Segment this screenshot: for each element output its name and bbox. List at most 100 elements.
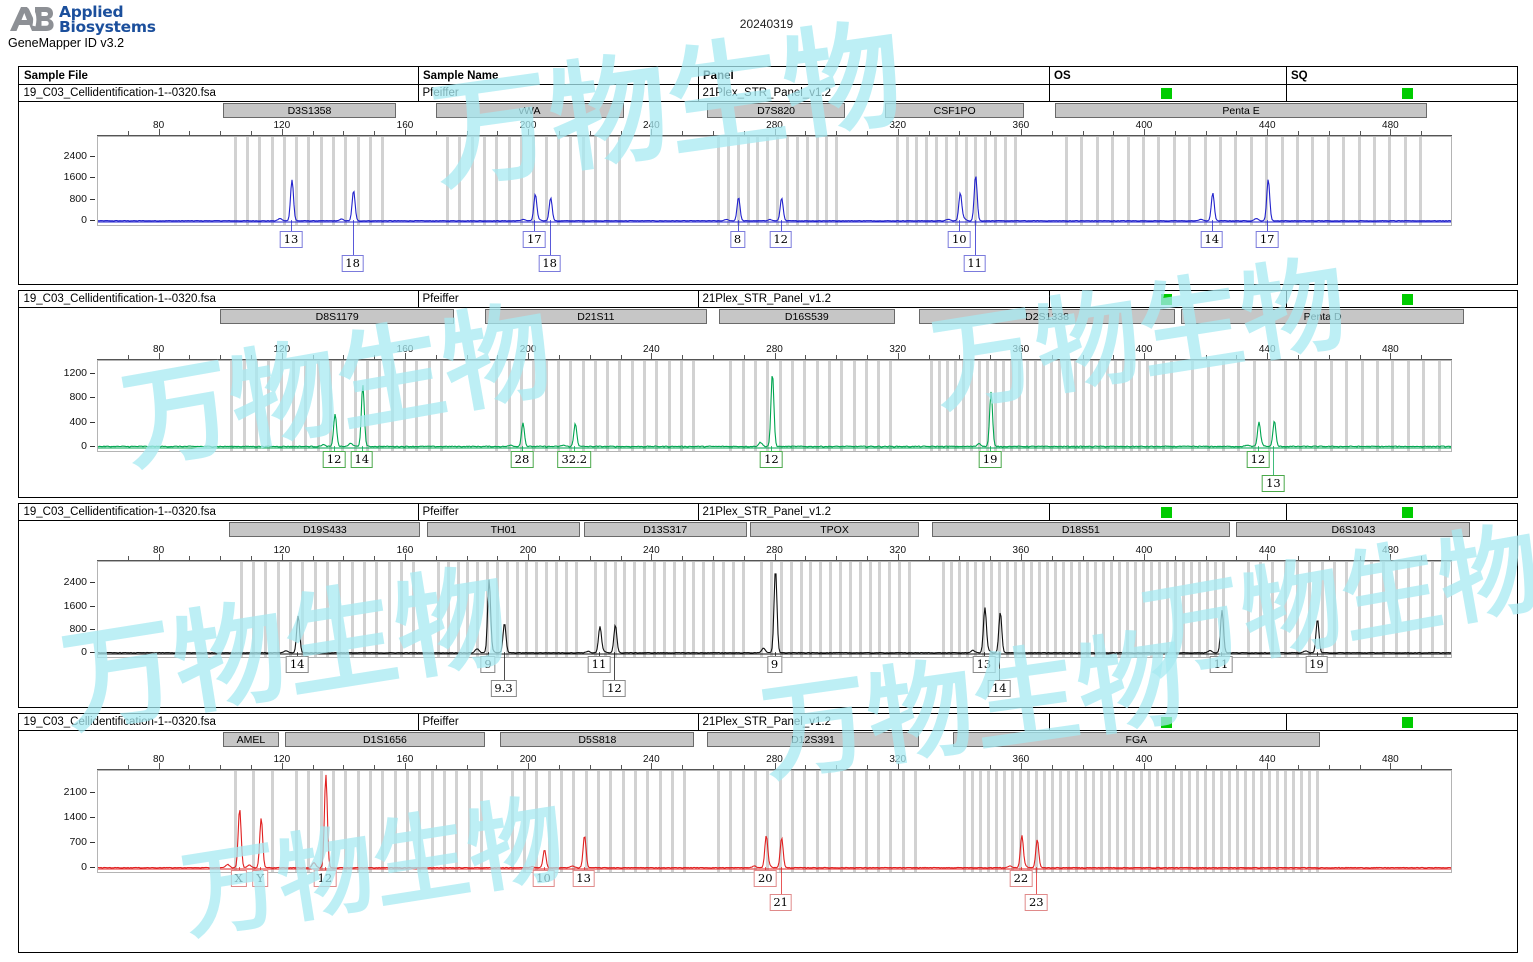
allele-call-label[interactable]: 13 — [972, 656, 996, 673]
allele-call-label[interactable]: 22 — [1009, 870, 1033, 887]
marker-label-fga[interactable]: FGA — [953, 732, 1320, 747]
allele-call-label[interactable]: 14 — [1200, 231, 1224, 248]
allele-call-label[interactable]: 12 — [769, 231, 793, 248]
marker-label-d8s1179[interactable]: D8S1179 — [220, 309, 455, 324]
allele-bin-marker — [819, 562, 823, 657]
marker-label-d1s1656[interactable]: D1S1656 — [284, 732, 485, 747]
allele-call-label[interactable]: 19 — [978, 451, 1002, 468]
marker-label-d2s1338[interactable]: D2S1338 — [919, 309, 1175, 324]
call-leader-line — [990, 446, 992, 451]
allele-call-label[interactable]: 13 — [1262, 475, 1285, 492]
allele-call-label[interactable]: 12 — [313, 870, 337, 887]
allele-call-label[interactable]: 12 — [322, 451, 346, 468]
allele-bin-marker — [1291, 771, 1295, 872]
applied-biosystems-logo: Applied Biosystems — [8, 4, 156, 35]
marker-label-d13s317[interactable]: D13S317 — [583, 522, 747, 537]
marker-label-d19s433[interactable]: D19S433 — [229, 522, 421, 537]
marker-label-csf1po[interactable]: CSF1PO — [885, 103, 1024, 118]
call-leader-line — [1221, 652, 1222, 656]
electropherogram-panel-2[interactable]: 19_C03_Cellidentification-1--0320.fsa Pfe… — [17, 289, 1518, 498]
header-panel[interactable]: Panel — [703, 69, 734, 82]
allele-bin-marker — [1166, 562, 1169, 657]
allele-call-label[interactable]: 23 — [1024, 894, 1048, 911]
y-tick-label: 2100 — [63, 785, 87, 798]
allele-call-label[interactable]: 21 — [769, 894, 793, 911]
electropherogram-panel-3[interactable]: 19_C03_Cellidentification-1--0320.fsa Pfe… — [17, 502, 1518, 708]
marker-label-d21s11[interactable]: D21S11 — [485, 309, 707, 324]
header-sq[interactable]: SQ — [1291, 69, 1308, 82]
allele-call-label[interactable]: 18 — [341, 255, 364, 272]
marker-label-th01[interactable]: TH01 — [426, 522, 581, 537]
x-tick-label: 480 — [1382, 120, 1399, 131]
sample-info-row[interactable]: 19_C03_Cellidentification-1--0320.fsa Pfe… — [17, 712, 1518, 731]
allele-call-label[interactable]: 13 — [572, 870, 595, 887]
allele-bin-marker — [495, 137, 499, 225]
allele-call-label[interactable]: 11 — [1209, 656, 1233, 673]
marker-label-amel[interactable]: AMEL — [223, 732, 279, 747]
x-tick-label: 80 — [153, 754, 165, 765]
allele-bin-marker — [1243, 771, 1247, 872]
allele-bin-marker — [356, 137, 360, 225]
allele-bin-marker — [1033, 361, 1037, 451]
marker-label-tpox[interactable]: TPOX — [749, 522, 920, 537]
cell-panel: 21Plex_STR_Panel_v1.2 — [702, 86, 832, 99]
allele-call-label[interactable]: 10 — [947, 231, 971, 248]
allele-call-label[interactable]: 10 — [532, 870, 555, 887]
allele-call-label[interactable]: 12 — [760, 451, 783, 468]
allele-call-label[interactable]: 8 — [729, 231, 746, 248]
marker-label-vwa[interactable]: vWA — [435, 103, 624, 118]
marker-label-d5s818[interactable]: D5S818 — [500, 732, 695, 747]
marker-label-penta e[interactable]: Penta E — [1054, 103, 1428, 118]
marker-label-penta d[interactable]: Penta D — [1181, 309, 1465, 324]
electropherogram-panel-1[interactable]: 19_C03_Cellidentification-1--0320.fsa Pfe… — [17, 83, 1518, 285]
y-tick-label: 2400 — [63, 150, 87, 162]
allele-call-label[interactable]: X — [230, 870, 247, 887]
sample-info-row[interactable]: 19_C03_Cellidentification-1--0320.fsa Pfe… — [17, 83, 1518, 102]
allele-call-label[interactable]: 9 — [480, 656, 496, 673]
allele-bin-marker — [545, 562, 549, 657]
allele-call-label[interactable]: 12 — [1246, 451, 1270, 468]
allele-call-label[interactable]: Y — [252, 870, 268, 887]
marker-label-d18s51[interactable]: D18S51 — [931, 522, 1231, 537]
marker-label-d6s1043[interactable]: D6S1043 — [1236, 522, 1471, 537]
allele-bin-marker — [852, 771, 856, 872]
allele-call-label[interactable]: 19 — [1305, 656, 1328, 673]
allele-call-label[interactable]: 14 — [350, 451, 374, 468]
sample-info-row[interactable]: 19_C03_Cellidentification-1--0320.fsa Pfe… — [17, 502, 1518, 521]
header-os[interactable]: OS — [1054, 69, 1071, 82]
trace-plot-area[interactable] — [97, 770, 1452, 873]
sq-status-badge — [1401, 716, 1413, 728]
electropherogram-panel-4[interactable]: 19_C03_Cellidentification-1--0320.fsa Pfe… — [17, 712, 1518, 953]
allele-bin-marker — [680, 361, 683, 451]
allele-call-label[interactable]: 20 — [753, 870, 777, 887]
marker-label-d7s820[interactable]: D7S820 — [706, 103, 846, 118]
allele-call-label[interactable]: 14 — [285, 656, 309, 673]
allele-bin-marker — [1109, 562, 1113, 657]
marker-label-d16s539[interactable]: D16S539 — [719, 309, 895, 324]
trace-plot-area[interactable] — [97, 360, 1452, 452]
allele-call-label[interactable]: 17 — [1255, 231, 1279, 248]
allele-call-label[interactable]: 17 — [522, 231, 546, 248]
allele-call-label[interactable]: 28 — [510, 451, 534, 468]
allele-bin-marker — [1045, 562, 1049, 657]
allele-call-label[interactable]: 11 — [587, 656, 611, 673]
marker-label-d3s1358[interactable]: D3S1358 — [223, 103, 396, 118]
run-date-label: 20240319 — [739, 17, 794, 31]
trace-plot-area[interactable] — [97, 561, 1452, 658]
allele-bin-marker — [965, 562, 969, 657]
allele-call-label[interactable]: 12 — [603, 680, 626, 697]
allele-call-label[interactable]: 18 — [538, 255, 562, 272]
marker-label-d12s391[interactable]: D12S391 — [706, 732, 920, 747]
allele-call-label[interactable]: 9.3 — [490, 680, 517, 697]
allele-call-label[interactable]: 14 — [987, 680, 1011, 697]
allele-call-label[interactable]: 13 — [279, 231, 303, 248]
allele-call-label[interactable]: 32.2 — [557, 451, 592, 468]
allele-bin-marker — [581, 361, 585, 451]
allele-call-label[interactable]: 11 — [963, 255, 987, 272]
allele-call-label[interactable]: 9 — [766, 656, 783, 673]
trace-plot-area[interactable] — [97, 136, 1452, 226]
sample-info-row[interactable]: 19_C03_Cellidentification-1--0320.fsa Pfe… — [17, 289, 1518, 308]
allele-bin-marker — [1406, 361, 1410, 451]
header-sample-file[interactable]: Sample File — [24, 69, 88, 82]
header-sample-name[interactable]: Sample Name — [423, 69, 499, 82]
